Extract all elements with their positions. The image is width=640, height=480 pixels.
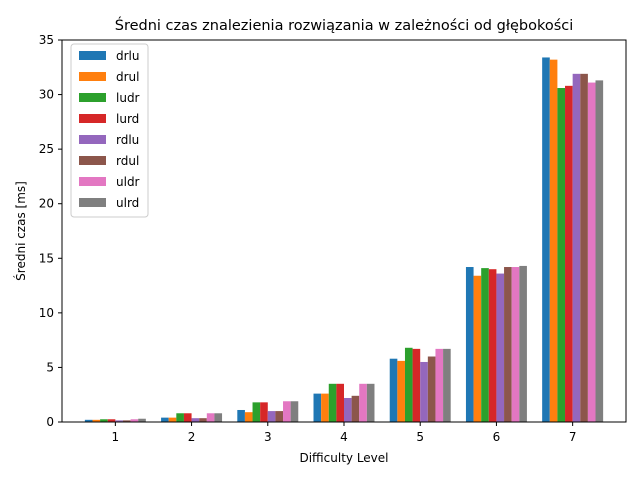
bar-rdul-7 (580, 73, 588, 422)
bar-drlu-1 (84, 419, 93, 422)
bar-rdlu-6 (496, 273, 505, 422)
bar-lurd-3 (260, 402, 268, 422)
legend-label-uldr: uldr (116, 175, 140, 189)
bar-ludr-3 (252, 402, 261, 422)
legend-label-drul: drul (116, 70, 140, 84)
bar-uldr-6 (511, 267, 520, 422)
bar-uldr-5 (435, 348, 444, 422)
bar-rdul-6 (504, 267, 512, 422)
bar-drul-2 (168, 417, 177, 422)
legend-swatch-drul (79, 72, 106, 81)
y-axis-label: Średni czas [ms] (13, 181, 28, 281)
bar-uldr-7 (587, 82, 596, 422)
y-tick-label: 10 (39, 306, 54, 320)
bar-ludr-2 (176, 413, 184, 422)
x-axis-label: Difficulty Level (299, 451, 388, 465)
bar-ludr-1 (100, 419, 108, 422)
bar-uldr-3 (283, 401, 291, 422)
y-axis-ticks: 0 5 10 15 20 25 30 35 (39, 33, 62, 429)
bar-drul-4 (321, 393, 329, 422)
legend-swatch-ludr (79, 93, 106, 102)
bar-uldr-1 (130, 419, 139, 422)
y-tick-label: 5 (46, 360, 54, 374)
bar-rdlu-5 (420, 361, 428, 422)
bar-ulrd-6 (519, 265, 527, 422)
bar-ulrd-5 (443, 348, 451, 422)
x-tick-label: 4 (340, 430, 348, 444)
bar-ludr-6 (481, 268, 489, 422)
x-tick-label: 1 (112, 430, 120, 444)
bar-ulrd-7 (595, 80, 604, 422)
bar-lurd-5 (412, 348, 421, 422)
bar-drlu-5 (389, 358, 398, 422)
bars-layer (84, 57, 604, 423)
bar-rdul-1 (122, 420, 131, 422)
bar-rdul-2 (199, 418, 207, 422)
bar-drul-1 (92, 419, 101, 422)
bar-drlu-2 (161, 417, 169, 422)
bar-drul-7 (549, 59, 558, 423)
legend-swatch-drlu (79, 51, 106, 60)
bar-rdul-4 (351, 395, 360, 422)
bar-ludr-7 (557, 88, 566, 423)
x-tick-label: 3 (264, 430, 272, 444)
bar-lurd-1 (107, 419, 116, 422)
bar-drlu-6 (465, 267, 474, 422)
bar-uldr-4 (359, 383, 367, 422)
legend-swatch-rdlu (79, 135, 106, 144)
bar-rdlu-4 (344, 397, 352, 422)
bar-rdlu-7 (572, 73, 581, 422)
bar-ulrd-2 (214, 413, 223, 422)
x-tick-label: 2 (188, 430, 196, 444)
legend-label-ulrd: ulrd (116, 196, 139, 210)
plot-frame (61, 39, 627, 423)
chart-title: Średni czas znalezienia rozwiązania w za… (115, 16, 574, 34)
bar-ludr-5 (404, 347, 413, 422)
legend-frame (70, 43, 149, 218)
bar-drlu-3 (237, 409, 245, 422)
bar-rdul-5 (427, 356, 436, 422)
bar-lurd-4 (336, 383, 344, 422)
bar-uldr-2 (206, 413, 215, 422)
legend-label-drlu: drlu (116, 49, 140, 63)
legend-label-lurd: lurd (116, 112, 139, 126)
x-axis-ticks: 1 2 3 4 5 6 7 (112, 422, 577, 444)
bar-rdul-3 (275, 411, 284, 422)
bar-lurd-2 (183, 413, 192, 422)
bar-lurd-7 (565, 85, 573, 422)
bar-drlu-7 (542, 57, 550, 423)
y-tick-label: 30 (39, 88, 54, 102)
x-tick-label: 7 (569, 430, 577, 444)
bar-ludr-4 (328, 383, 337, 422)
x-tick-label: 6 (493, 430, 501, 444)
legend-swatch-ulrd (79, 198, 106, 207)
bar-drul-6 (473, 275, 482, 422)
bar-drul-5 (397, 360, 405, 422)
bar-drul-3 (244, 412, 253, 422)
bar-ulrd-1 (138, 418, 146, 422)
bar-rdlu-1 (115, 420, 123, 422)
x-tick-label: 5 (416, 430, 424, 444)
legend-swatch-rdul (79, 156, 106, 165)
legend-label-ludr: ludr (116, 91, 140, 105)
y-tick-label: 20 (39, 197, 54, 211)
legend-label-rdlu: rdlu (116, 133, 139, 147)
legend-label-rdul: rdul (116, 154, 139, 168)
y-tick-label: 0 (46, 415, 54, 429)
legend-swatch-lurd (79, 114, 106, 123)
y-tick-label: 25 (39, 142, 54, 156)
y-tick-label: 35 (39, 33, 54, 47)
legend-swatch-uldr (79, 177, 106, 186)
bar-ulrd-4 (366, 383, 375, 422)
bar-lurd-6 (488, 269, 497, 422)
y-tick-label: 15 (39, 251, 54, 265)
bar-rdlu-3 (267, 411, 276, 422)
legend: drlu drul ludr lurd rdlu rdul uldr ulrd (70, 43, 149, 218)
bar-rdlu-2 (191, 418, 200, 422)
bar-ulrd-3 (290, 401, 299, 422)
bar-drlu-4 (313, 393, 322, 422)
